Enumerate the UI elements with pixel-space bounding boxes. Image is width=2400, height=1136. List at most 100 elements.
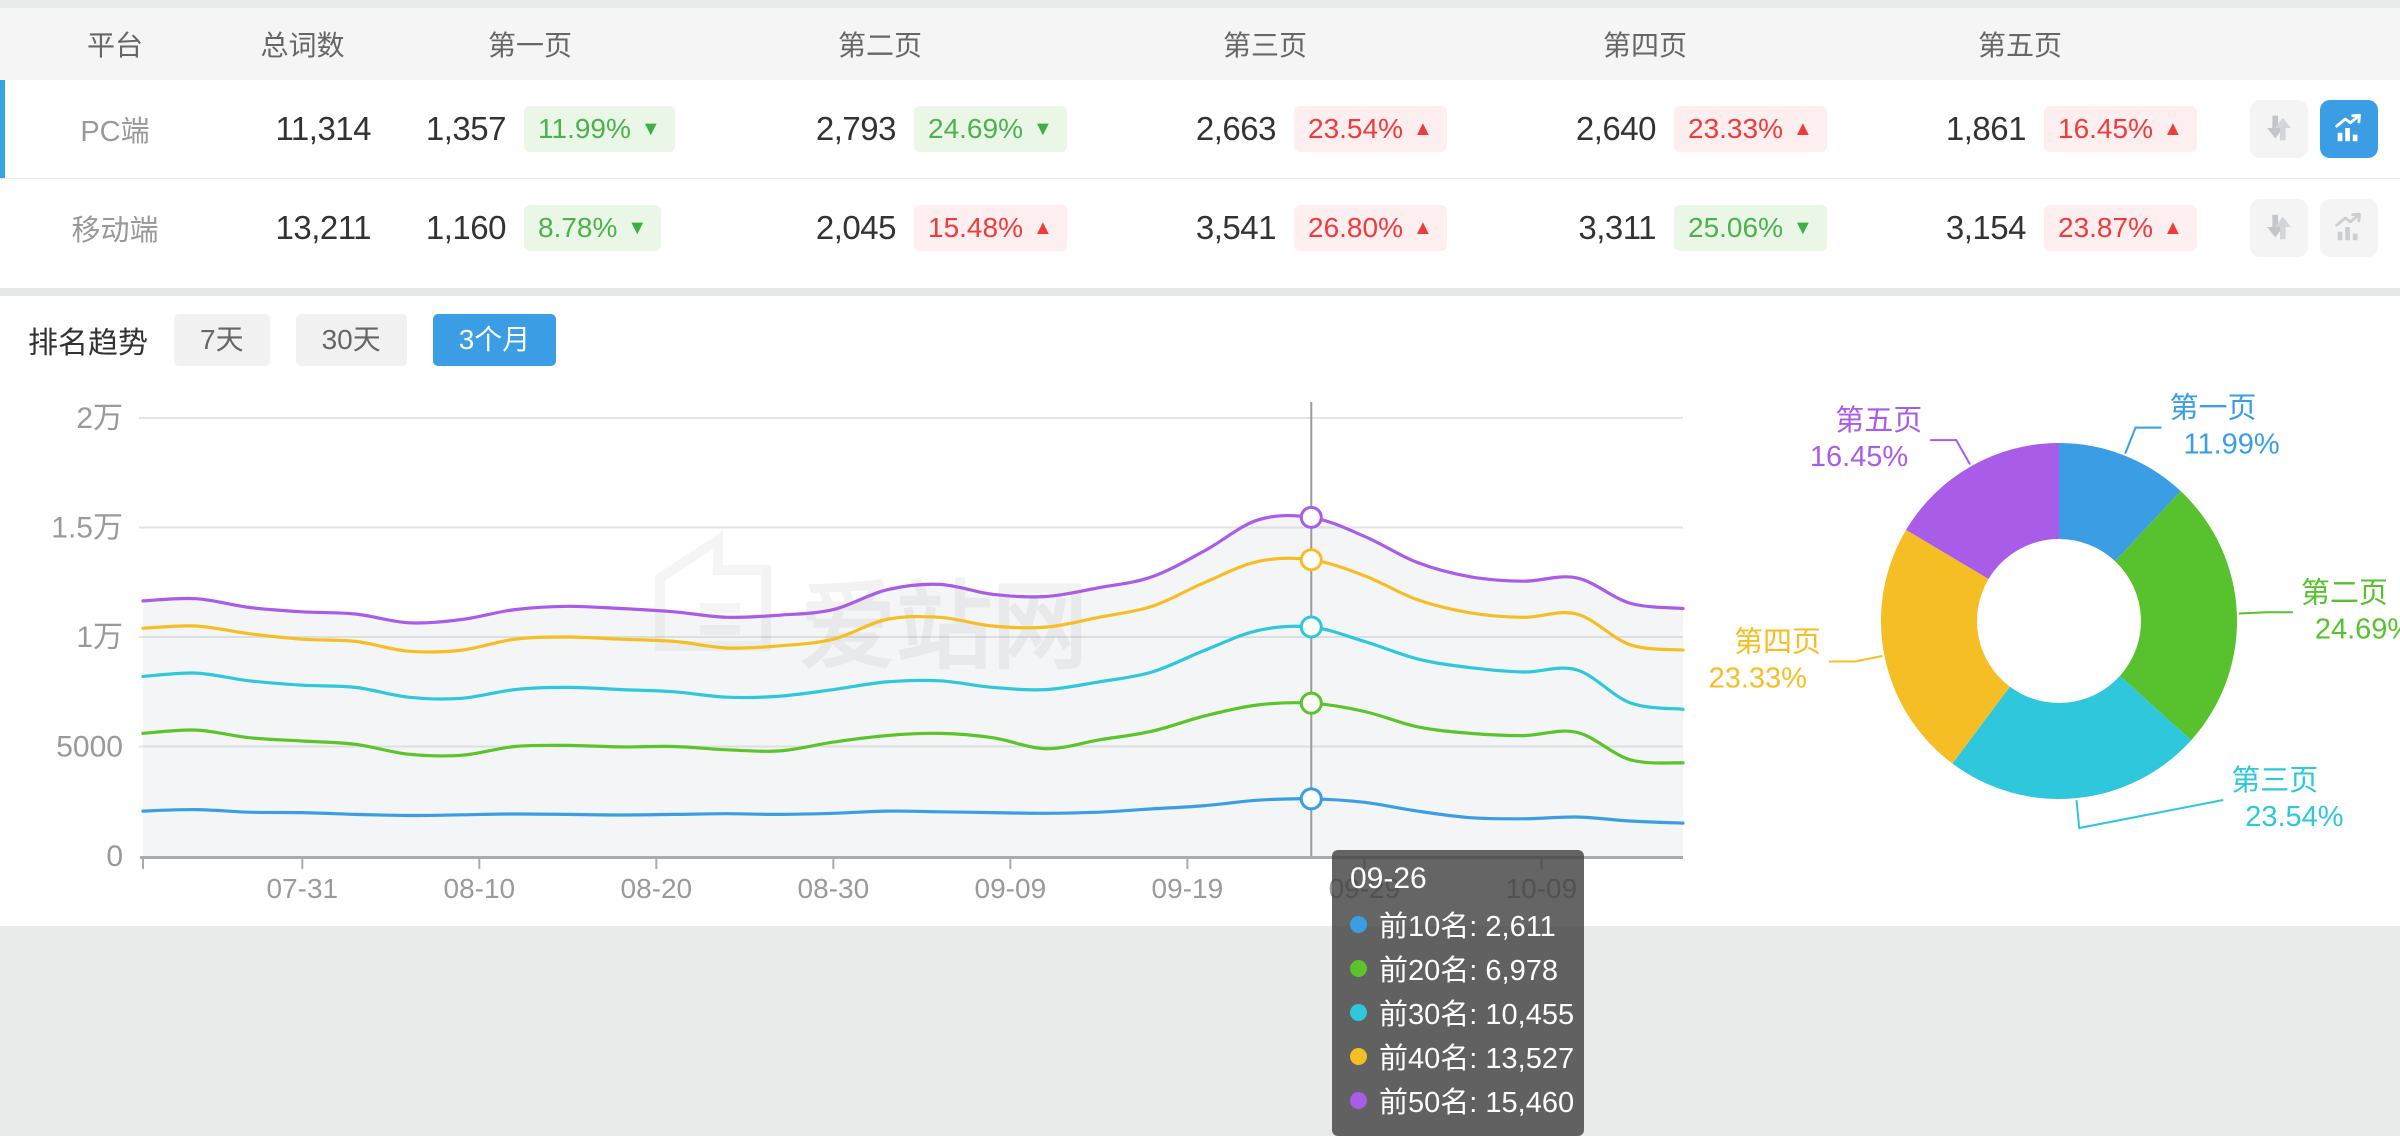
- platform-label: PC端: [80, 116, 150, 148]
- page2-count: 2,045: [815, 209, 897, 246]
- trend-chart-icon: [2332, 210, 2366, 247]
- tab-7days[interactable]: 7天: [174, 314, 270, 366]
- col-header-page2: 第二页: [837, 30, 922, 61]
- page5-change-badge: 16.45% ▲: [2044, 106, 2197, 152]
- col-header-total: 总词数: [260, 30, 345, 61]
- sort-arrows-icon: [2262, 111, 2296, 148]
- page3-count: 3,541: [1195, 209, 1277, 246]
- trend-down-icon: ▼: [627, 217, 648, 239]
- svg-text:第二页: 第二页: [2301, 576, 2388, 609]
- svg-text:08-30: 08-30: [798, 873, 870, 904]
- sort-arrows-icon: [2262, 210, 2296, 247]
- page1-count: 1,357: [425, 110, 507, 147]
- sort-button[interactable]: [2250, 100, 2308, 158]
- svg-text:第五页: 第五页: [1835, 404, 1922, 437]
- trend-down-icon: ▼: [640, 118, 661, 140]
- page-distribution-donut-chart[interactable]: 第一页 11.99% 第二页 24.69% 第三页 23.54% 第四页 23.33% 第五页 1…: [1700, 378, 2400, 926]
- svg-text:08-20: 08-20: [621, 873, 693, 904]
- table-header-row: 平台 总词数 第一页 第二页 第三页 第四页 第五页: [0, 8, 2400, 80]
- section-divider: [0, 288, 2400, 296]
- tooltip-item: 前50名: 15,460: [1350, 1078, 1574, 1122]
- page2-change-badge: 15.48% ▲: [914, 205, 1067, 251]
- trend-down-icon: ▼: [1032, 118, 1053, 140]
- trend-up-icon: ▲: [1032, 217, 1053, 239]
- series-dot-top50: [1350, 1091, 1367, 1109]
- trend-up-icon: ▲: [2162, 118, 2183, 140]
- trend-up-icon: ▲: [1412, 217, 1433, 239]
- page3-change-pct: 26.80%: [1308, 212, 1403, 243]
- sort-button[interactable]: [2250, 199, 2308, 257]
- trend-up-icon: ▲: [2162, 217, 2183, 239]
- svg-text:16.45%: 16.45%: [1810, 441, 1908, 473]
- total-words: 11,314: [275, 110, 372, 147]
- tab-3months[interactable]: 3个月: [432, 314, 557, 366]
- page4-change-badge: 23.33% ▲: [1674, 106, 1827, 152]
- rank-trend-panel: 排名趋势 7天 30天 3个月 050001万1.5万2万爱站网07-3108-…: [0, 296, 2400, 1136]
- platform-label: 移动端: [71, 215, 159, 247]
- page2-change-badge: 24.69% ▼: [914, 106, 1067, 152]
- tooltip-item: 前40名: 13,527: [1350, 1034, 1574, 1078]
- series-dot-top40: [1350, 1047, 1367, 1065]
- tooltip-item: 前30名: 10,455: [1350, 990, 1574, 1034]
- svg-text:07-31: 07-31: [266, 873, 338, 904]
- trend-header: 排名趋势 7天 30天 3个月: [0, 296, 2400, 368]
- page3-change-badge: 23.54% ▲: [1294, 106, 1447, 152]
- svg-text:09-29: 09-29: [1329, 873, 1401, 904]
- svg-text:第一页: 第一页: [2170, 392, 2257, 425]
- page4-count: 3,311: [1578, 209, 1656, 246]
- svg-text:5000: 5000: [56, 731, 123, 764]
- page4-count: 2,640: [1575, 110, 1657, 147]
- page1-change-pct: 11.99%: [538, 113, 631, 144]
- tooltip-item: 前20名: 6,978: [1350, 946, 1566, 990]
- col-header-page3: 第三页: [1222, 30, 1307, 61]
- page5-change-pct: 16.45%: [2058, 113, 2153, 144]
- svg-text:23.33%: 23.33%: [1709, 662, 1807, 694]
- tab-30days[interactable]: 30天: [295, 314, 407, 366]
- svg-text:09-09: 09-09: [975, 873, 1047, 904]
- col-header-page4: 第四页: [1602, 30, 1687, 61]
- svg-text:09-19: 09-19: [1152, 873, 1224, 904]
- svg-text:第四页: 第四页: [1734, 625, 1821, 658]
- col-header-page1: 第一页: [487, 30, 572, 61]
- page1-change-badge: 11.99% ▼: [524, 106, 675, 152]
- svg-text:2万: 2万: [76, 402, 123, 435]
- col-header-page5: 第五页: [1977, 30, 2062, 61]
- page5-change-badge: 23.87% ▲: [2044, 205, 2197, 251]
- svg-text:23.54%: 23.54%: [2245, 801, 2343, 833]
- page5-count: 1,861: [1945, 110, 2027, 147]
- selected-row-indicator: [0, 80, 5, 178]
- page1-change-pct: 8.78%: [538, 212, 618, 243]
- svg-text:11.99%: 11.99%: [2184, 429, 2280, 461]
- rank-trend-line-chart[interactable]: 050001万1.5万2万爱站网07-3108-1008-2008-3009-0…: [0, 378, 1760, 926]
- series-dot-top20: [1350, 959, 1367, 977]
- page2-count: 2,793: [815, 110, 897, 147]
- svg-text:24.69%: 24.69%: [2315, 613, 2400, 645]
- svg-text:第三页: 第三页: [2231, 764, 2318, 797]
- svg-text:0: 0: [106, 840, 123, 873]
- page2-change-pct: 15.48%: [928, 212, 1023, 243]
- page1-count: 1,160: [425, 209, 507, 246]
- series-dot-top30: [1350, 1003, 1367, 1021]
- trend-chart-button[interactable]: [2320, 199, 2378, 257]
- keyword-rank-table: 平台 总词数 第一页 第二页 第三页 第四页 第五页 PC端 11,314 1,…: [0, 8, 2400, 288]
- trend-chart-button[interactable]: [2320, 100, 2378, 158]
- trend-down-icon: ▼: [1792, 217, 1813, 239]
- svg-text:1万: 1万: [76, 621, 123, 654]
- page3-change-badge: 26.80% ▲: [1294, 205, 1447, 251]
- page4-change-badge: 25.06% ▼: [1674, 205, 1827, 251]
- page3-change-pct: 23.54%: [1308, 113, 1403, 144]
- page2-change-pct: 24.69%: [928, 113, 1023, 144]
- table-row-mobile[interactable]: 移动端 13,211 1,160 8.78% ▼ 2,045 15.48% ▲ 3,…: [0, 178, 2400, 277]
- page5-count: 3,154: [1945, 209, 2027, 246]
- svg-text:1.5万: 1.5万: [51, 512, 123, 545]
- table-row-pc[interactable]: PC端 11,314 1,357 11.99% ▼ 2,793 24.69% ▼ 2…: [0, 80, 2400, 178]
- total-words: 13,211: [275, 209, 372, 246]
- page4-change-pct: 23.33%: [1688, 113, 1783, 144]
- svg-text:10-09: 10-09: [1506, 873, 1578, 904]
- page4-change-pct: 25.06%: [1688, 212, 1783, 243]
- svg-text:08-10: 08-10: [444, 873, 516, 904]
- page5-change-pct: 23.87%: [2058, 212, 2153, 243]
- trend-up-icon: ▲: [1792, 118, 1813, 140]
- trend-up-icon: ▲: [1412, 118, 1433, 140]
- trend-section-title: 排名趋势: [28, 327, 148, 360]
